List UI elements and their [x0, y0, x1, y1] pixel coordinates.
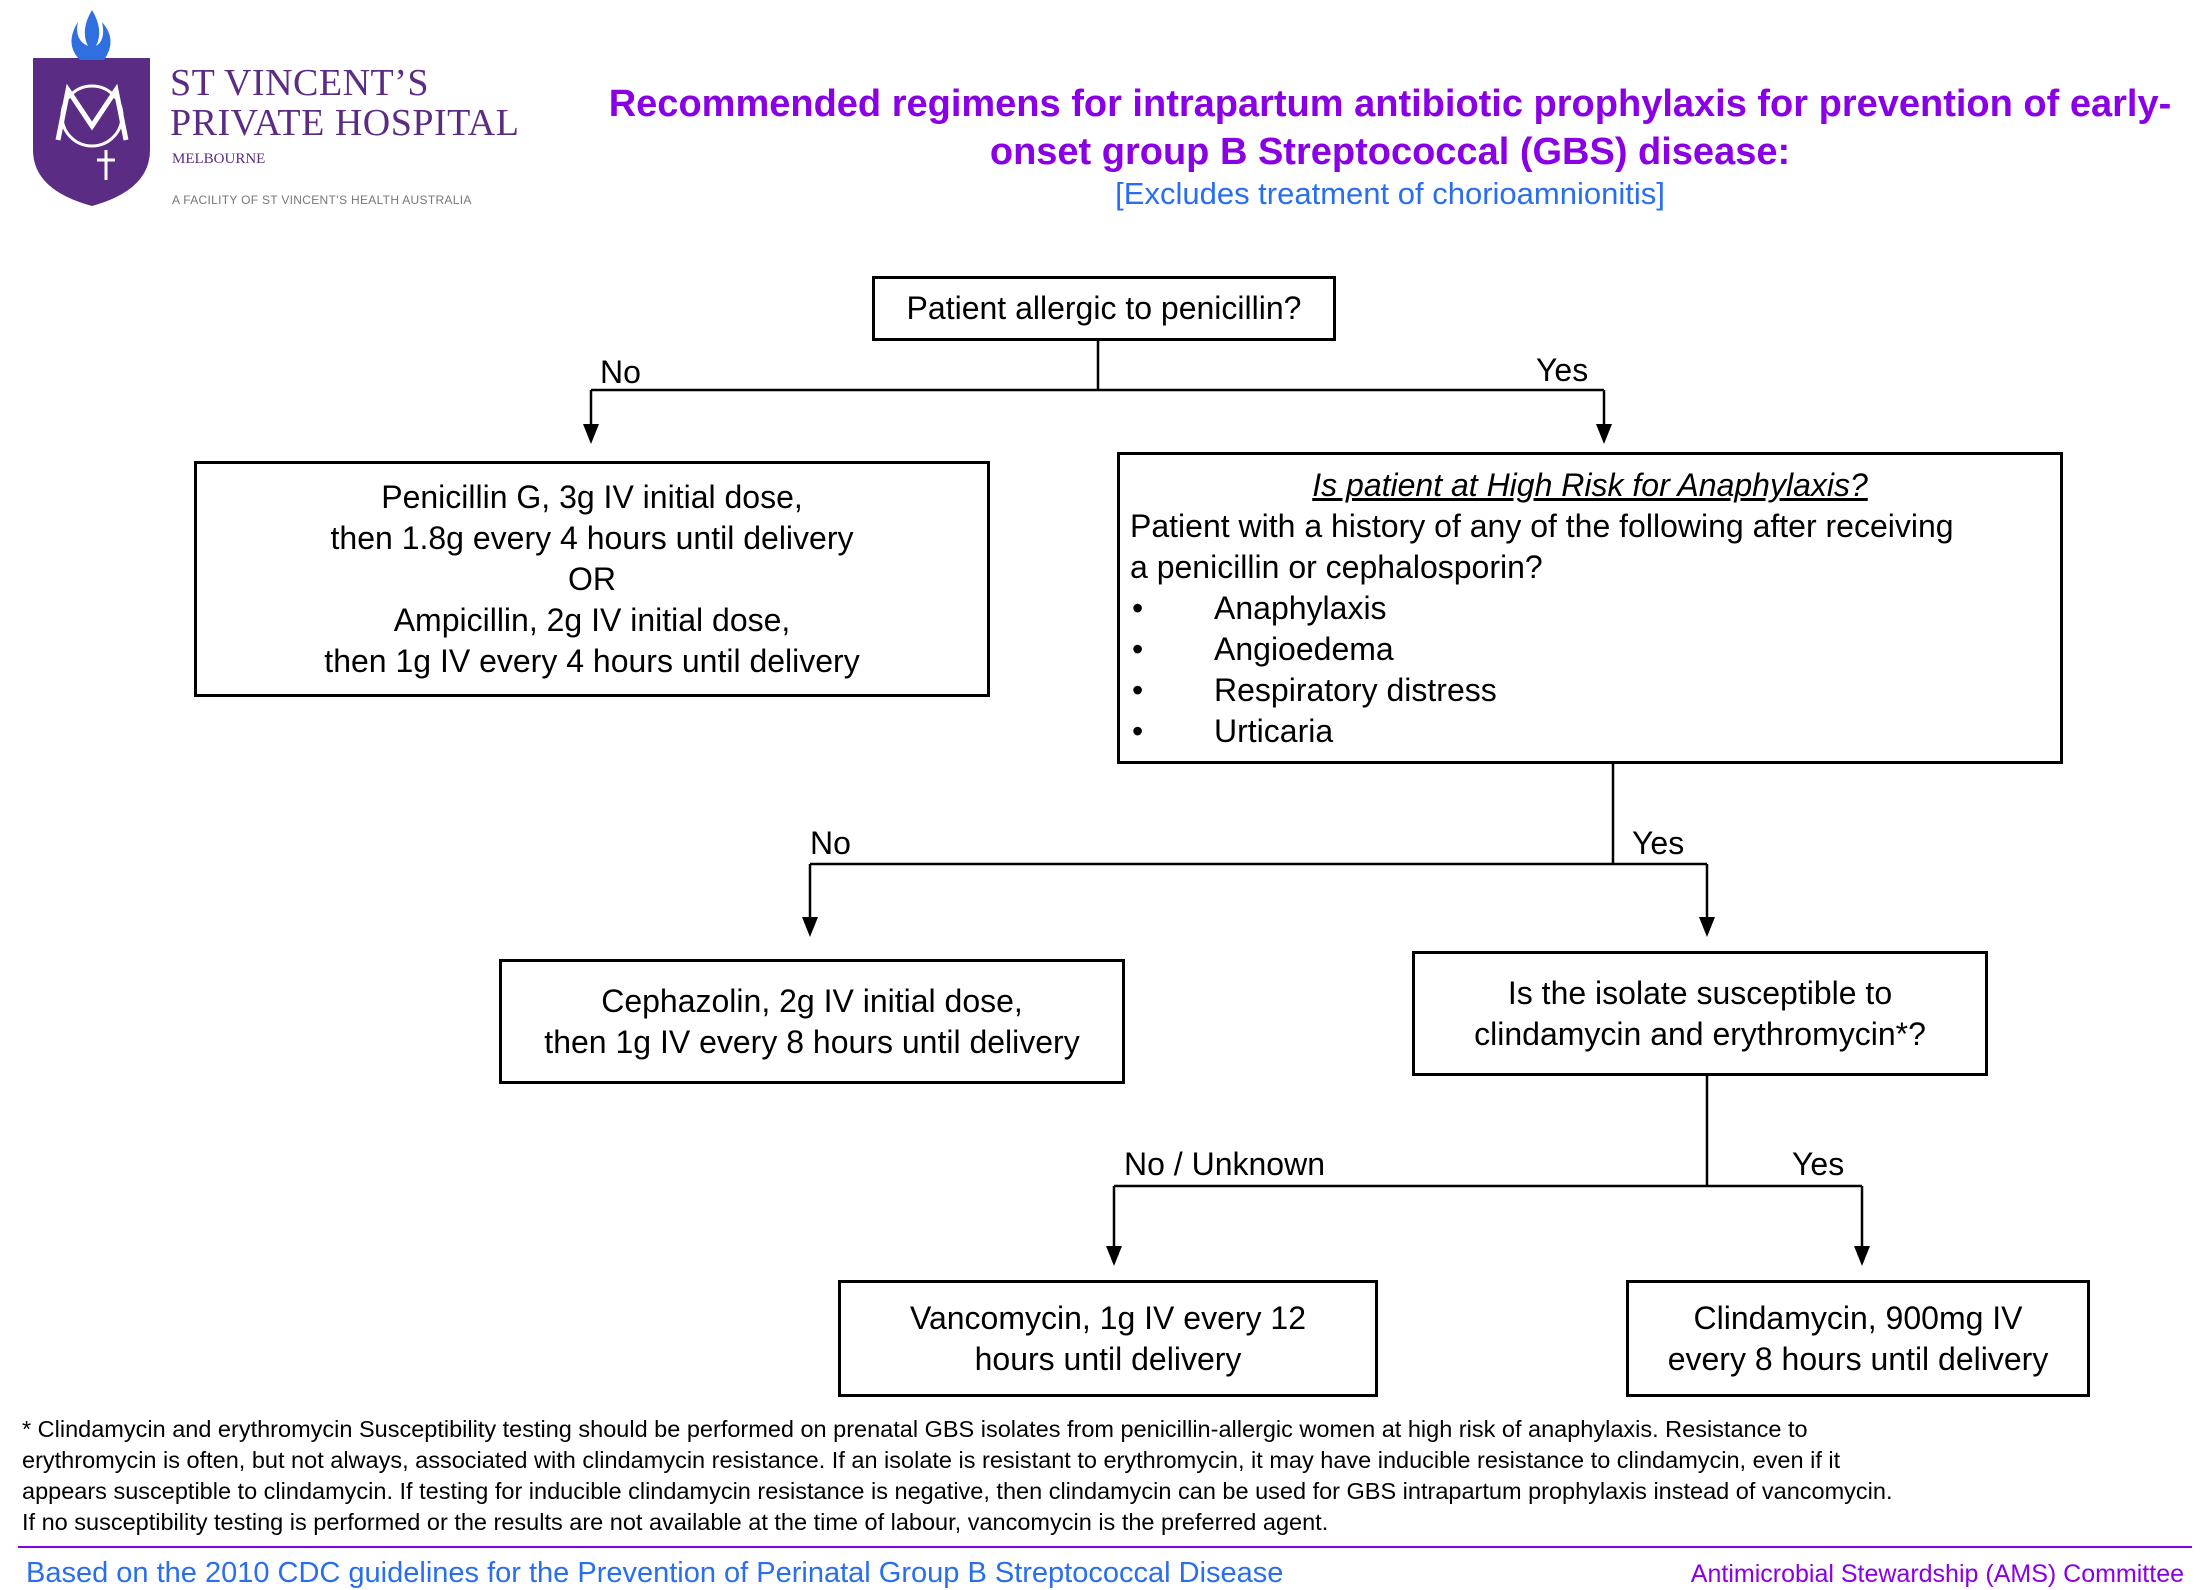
arrow-head-yes2	[1699, 917, 1715, 937]
penicillin-regimen-box: Penicillin G, 3g IV initial dose, then 1…	[194, 461, 990, 697]
q2-yes-label: Yes	[1632, 825, 1685, 861]
susceptibility-footnote: * Clindamycin and erythromycin Susceptib…	[22, 1414, 2182, 1538]
page-subtitle: [Excludes treatment of chorioamnionitis]	[1115, 176, 1665, 211]
regimen-line: Penicillin G, 3g IV initial dose,	[381, 478, 803, 515]
regimen-line: then 1g IV every 4 hours until delivery	[324, 642, 860, 679]
q2-no-label: No	[810, 825, 851, 861]
arrow-head-no1	[583, 424, 599, 444]
hospital-logo: ST VINCENT’S PRIVATE HOSPITAL MELBOURNE …	[0, 0, 600, 220]
penicillin-allergy-question: Patient allergic to penicillin?	[872, 276, 1336, 341]
arrow-head-no2	[802, 917, 818, 937]
regimen-line: then 1.8g every 4 hours until delivery	[330, 519, 854, 556]
regimen-line: then 1g IV every 8 hours until delivery	[544, 1023, 1080, 1060]
q2-heading: Is patient at High Risk for Anaphylaxis?	[1312, 467, 1868, 503]
logo-line3: MELBOURNE	[172, 151, 266, 167]
q1-no-label: No	[600, 354, 641, 390]
arrow-head-yes3	[1854, 1246, 1870, 1266]
footnote-line: appears susceptible to clindamycin. If t…	[22, 1478, 1893, 1504]
logo-line1: ST VINCENT’S	[170, 62, 430, 104]
regimen-line: OR	[568, 560, 616, 597]
footnote-line: erythromycin is often, but not always, a…	[22, 1447, 1841, 1473]
regimen-line: Cephazolin, 2g IV initial dose,	[601, 982, 1023, 1019]
bullet-text: Respiratory distress	[1214, 672, 1497, 708]
regimen-line: Vancomycin, 1g IV every 12	[909, 1299, 1307, 1336]
q2-line2: a penicillin or cephalosporin?	[1130, 549, 1543, 585]
bullet-text: Anaphylaxis	[1214, 590, 1387, 626]
committee-name: Antimicrobial Stewardship (AMS) Committe…	[1690, 1560, 2184, 1588]
q3-yes-label: Yes	[1792, 1146, 1845, 1182]
arrow-head-yes1	[1596, 424, 1612, 444]
arrow-head-no3	[1106, 1246, 1122, 1266]
footnote-line: * Clindamycin and erythromycin Susceptib…	[22, 1416, 1808, 1442]
logo-tagline: A FACILITY OF ST VINCENT’S HEALTH AUSTRA…	[172, 193, 472, 207]
footnote-line: If no susceptibility testing is performe…	[22, 1509, 1329, 1535]
list-item: • Urticaria	[1130, 711, 2050, 752]
footer-divider	[18, 1546, 2192, 1548]
q1-text: Patient allergic to penicillin?	[906, 290, 1302, 326]
anaphylaxis-risk-question: Is patient at High Risk for Anaphylaxis?…	[1117, 452, 2063, 764]
vancomycin-regimen-box: Vancomycin, 1g IV every 12 hours until d…	[838, 1280, 1378, 1397]
q3-line: clindamycin and erythromycin*?	[1474, 1015, 1926, 1052]
susceptibility-question: Is the isolate susceptible to clindamyci…	[1412, 951, 1988, 1076]
regimen-line: every 8 hours until delivery	[1667, 1340, 2049, 1377]
q2-line1: Patient with a history of any of the fol…	[1130, 508, 1954, 544]
bullet-text: Urticaria	[1214, 713, 1334, 749]
q3-line: Is the isolate susceptible to	[1507, 974, 1893, 1011]
logo-line2: PRIVATE HOSPITAL	[170, 102, 520, 144]
list-item: • Respiratory distress	[1130, 670, 2050, 711]
q1-yes-label: Yes	[1536, 352, 1589, 388]
regimen-line: hours until delivery	[974, 1340, 1242, 1377]
guideline-source: Based on the 2010 CDC guidelines for the…	[26, 1557, 1284, 1589]
bullet-text: Angioedema	[1214, 631, 1394, 667]
regimen-line: Clindamycin, 900mg IV	[1693, 1299, 2023, 1336]
shield-emblem-icon	[33, 10, 150, 206]
page-title: Recommended regimens for intrapartum ant…	[608, 83, 2172, 173]
cephazolin-regimen-box: Cephazolin, 2g IV initial dose, then 1g …	[499, 959, 1125, 1084]
q3-no-label: No / Unknown	[1124, 1146, 1325, 1182]
list-item: • Anaphylaxis	[1130, 588, 2050, 629]
list-item: • Angioedema	[1130, 629, 2050, 670]
regimen-line: Ampicillin, 2g IV initial dose,	[393, 601, 791, 638]
clindamycin-regimen-box: Clindamycin, 900mg IV every 8 hours unti…	[1626, 1280, 2090, 1397]
